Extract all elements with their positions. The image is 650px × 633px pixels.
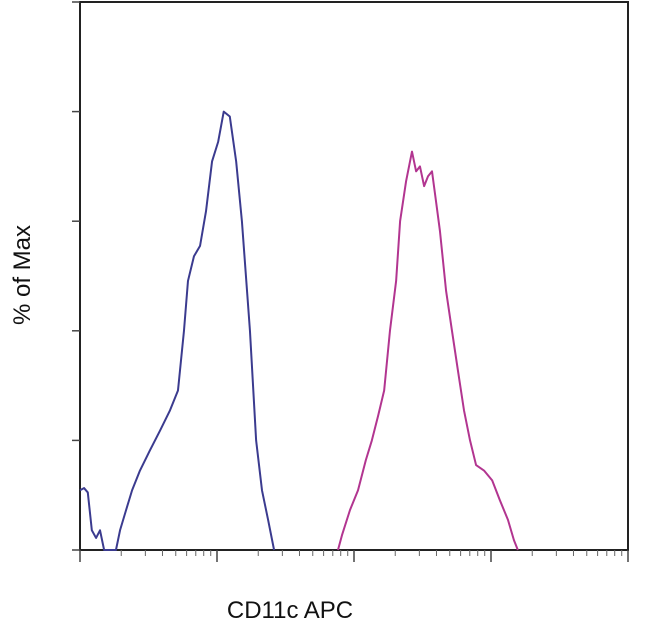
histogram-line [79,110,276,551]
y-axis-label: % of Max [9,225,36,325]
plot-frame [79,1,629,551]
x-axis-label: CD11c APC [227,597,353,624]
histogram-line [337,150,519,551]
